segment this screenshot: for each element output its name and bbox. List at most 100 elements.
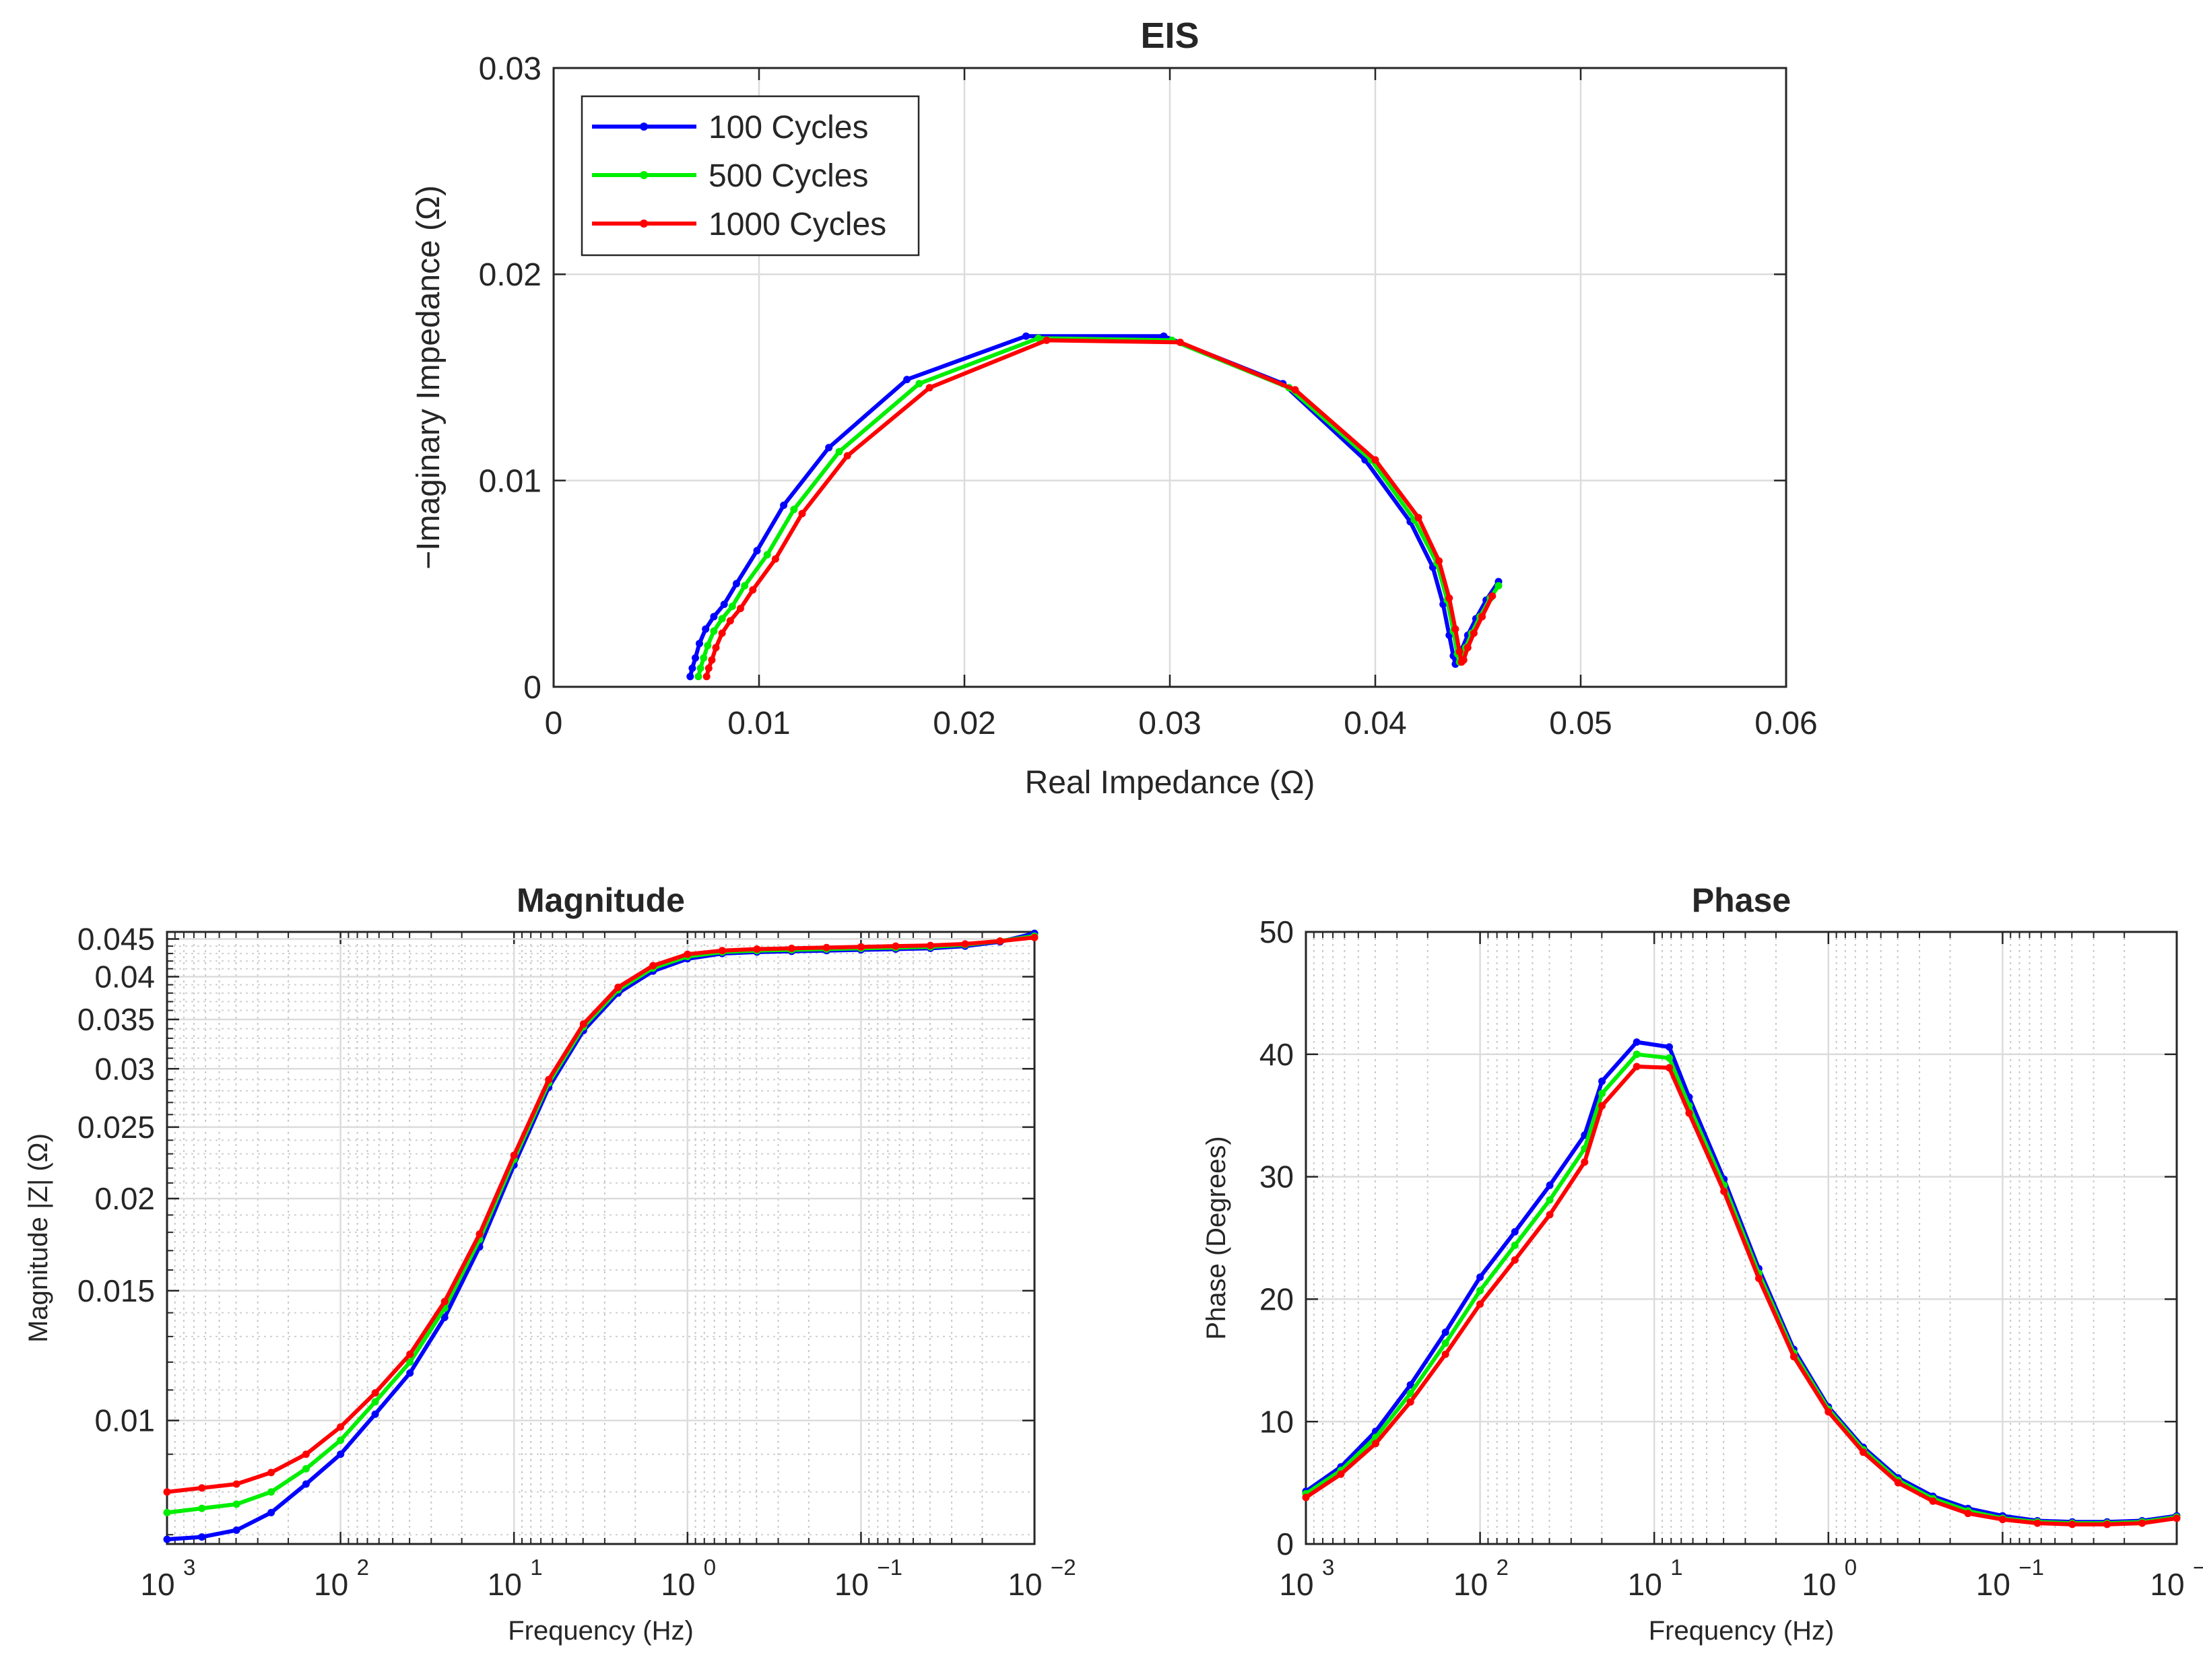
data-point [1598,1102,1606,1110]
x-tick-label: 10 [2150,1567,2184,1602]
data-point [1633,1038,1641,1046]
y-tick-label: 0.03 [479,51,541,87]
data-point [753,547,761,555]
y-axis-label: Phase (Degrees) [1202,1136,1231,1339]
data-point [198,1533,206,1541]
data-point [163,1535,171,1543]
data-point [440,1298,449,1306]
data-point [704,664,713,672]
data-point [1998,1516,2006,1524]
data-point [302,1465,310,1473]
data-point [720,601,728,608]
data-point [696,640,703,648]
data-point [718,615,726,623]
x-tick-label: 10 [661,1567,695,1602]
data-point [1666,1054,1673,1062]
data-point [780,501,788,509]
data-point [579,1020,587,1028]
data-point [1929,1497,1937,1505]
y-tick-label: 40 [1259,1037,1294,1072]
x-tick-exponent: −2 [1051,1555,1076,1580]
data-point [198,1504,206,1512]
data-point [2138,1519,2146,1527]
data-point [710,627,718,635]
x-tick-label: 0.05 [1549,706,1612,741]
y-tick-label: 0.04 [94,960,155,995]
data-point [704,642,712,650]
axes-box [552,67,1787,688]
data-point [510,1151,518,1160]
data-point [1476,1273,1484,1281]
data-point [718,947,726,955]
data-point [267,1488,275,1496]
data-point [798,510,806,518]
data-point [406,1350,414,1358]
y-axis-label: −Imaginary Impedance (Ω) [411,185,447,570]
data-point [232,1480,240,1488]
x-tick-label: 0.03 [1138,706,1201,741]
data-point [710,613,718,621]
data-point [614,983,622,991]
y-tick-label: 30 [1259,1160,1294,1195]
data-point [1372,1440,1379,1448]
y-tick-label: 0 [1276,1526,1294,1561]
data-point [1337,1470,1345,1478]
axes-box [1305,931,2178,1545]
x-tick-label: 0 [545,706,563,741]
y-tick-label: 0.025 [77,1110,155,1145]
data-point [692,654,699,662]
data-point [925,384,933,392]
data-point [1511,1241,1519,1249]
x-tick-label: 10 [834,1567,869,1602]
data-point [857,943,865,951]
data-point [728,603,736,610]
data-point [1860,1448,1867,1456]
data-point [2103,1520,2111,1528]
x-tick-label: 10 [1802,1567,1836,1602]
data-point [825,444,833,452]
x-tick-label: 10 [488,1567,522,1602]
data-point [763,551,771,559]
data-point [822,943,830,951]
data-point [892,942,900,950]
axes-box [166,931,1036,1545]
data-point [696,664,704,672]
data-point [1666,1064,1673,1072]
y-tick-label: 20 [1259,1282,1294,1317]
data-point [1476,1287,1484,1295]
data-point [1455,648,1464,656]
data-point [198,1484,206,1492]
data-point [1754,1275,1763,1282]
legend-swatch-marker [640,220,648,228]
legend-entry: 1000 Cycles [709,207,886,242]
data-point [1511,1228,1519,1236]
x-tick-exponent: 0 [704,1555,716,1580]
x-tick-exponent: 3 [183,1555,195,1580]
data-point [771,555,779,563]
x-axis-label: Real Impedance (Ω) [1025,765,1315,801]
data-point [702,673,711,681]
data-point [163,1508,171,1516]
data-point [749,586,757,594]
x-tick-exponent: −1 [877,1555,902,1580]
y-tick-label: 0.045 [77,922,155,957]
x-tick-exponent: 0 [1845,1555,1857,1580]
data-point [753,945,761,953]
x-tick-label: 10 [1008,1567,1042,1602]
data-point [1511,1256,1519,1264]
data-point [1476,1300,1484,1308]
eis-plot: 0 0.01 0.02 0.03 0.04 0.05 0.06 0 0.01 0.02 0.03 EI… [411,15,1818,801]
x-tick-label: 10 [1628,1567,1662,1602]
chart-title: Phase [1692,881,1791,919]
y-tick-label: 0.015 [77,1273,155,1308]
chart-title: EIS [1140,15,1199,56]
x-tick-exponent: 3 [1322,1555,1334,1580]
data-point [686,673,694,681]
x-axis-label: Frequency (Hz) [508,1616,694,1646]
magnitude-plot: 10 3 10 2 10 1 10 0 10 −1 10 −2 0.01 0.015 0.02 0.025 0.… [24,881,1076,1646]
x-tick-label: 10 [1976,1567,2010,1602]
data-point [903,376,911,384]
y-tick-label: 0.01 [94,1403,155,1438]
